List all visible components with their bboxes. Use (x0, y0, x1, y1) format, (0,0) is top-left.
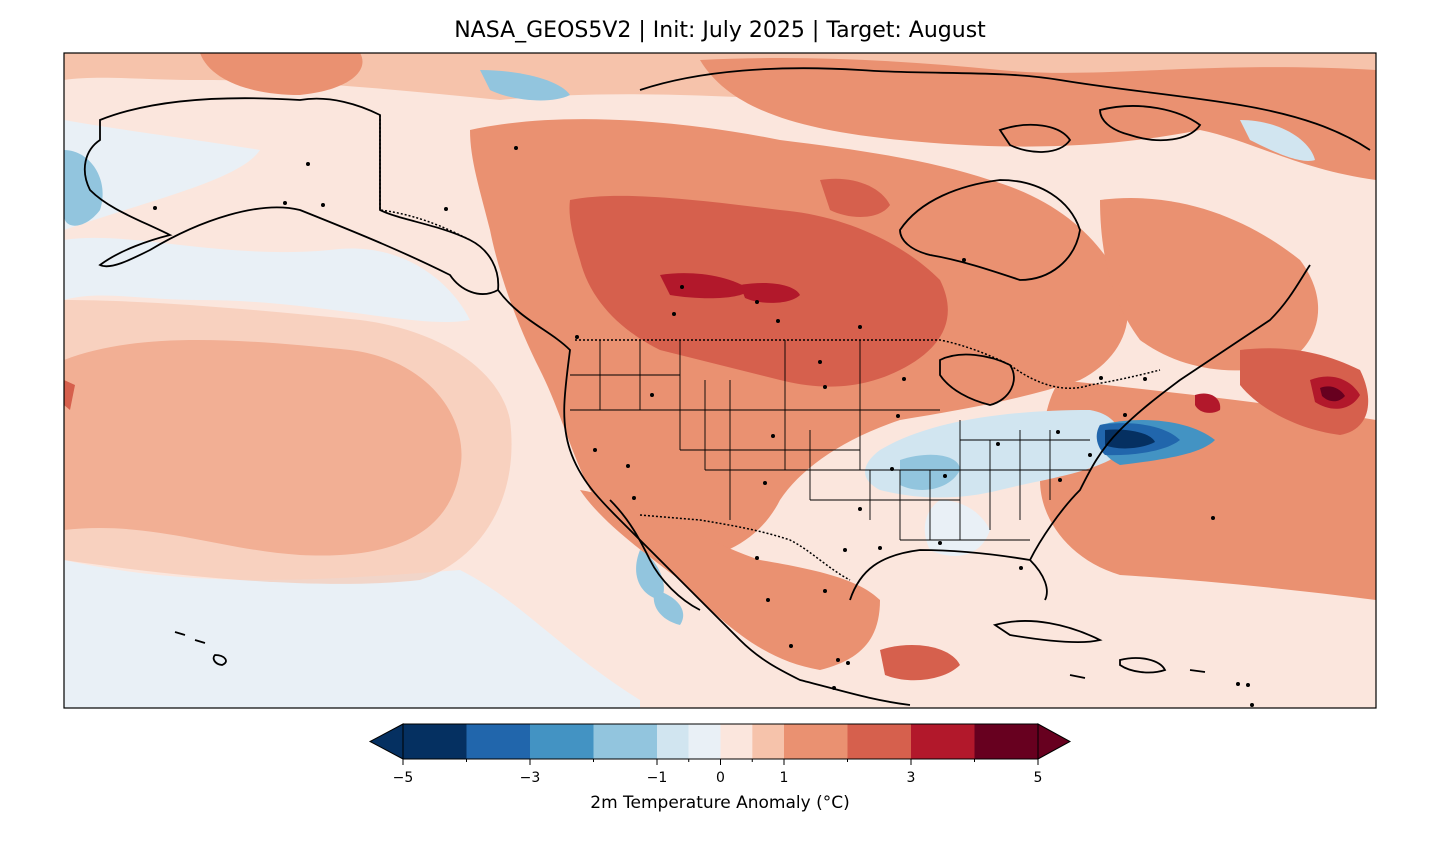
alaska-canada-border (379, 115, 471, 241)
colorbar (368, 723, 1072, 765)
alaska-coastline (83, 97, 500, 295)
colorbar-segment (657, 724, 689, 759)
colorbar-tick-label: 5 (1033, 770, 1043, 786)
hispaniola (1119, 657, 1167, 674)
colorbar-tick-label: −3 (519, 770, 541, 786)
colorbar-extend-min (368, 723, 404, 760)
colorbar-segment (752, 724, 784, 759)
colorbar-label: 2m Temperature Anomaly (°C) (590, 793, 850, 813)
colorbar-tick-label: −1 (646, 770, 668, 786)
colorbar-segment (847, 724, 911, 759)
pacific-cool-zone (64, 560, 640, 708)
map-frame (63, 52, 1377, 709)
coastlines (83, 67, 1371, 706)
colorbar-tick-label: 3 (906, 770, 916, 786)
colorbar-tick-label: 0 (716, 770, 725, 786)
colorbar-segment (466, 724, 530, 759)
cuba (992, 620, 1103, 643)
arctic-islands (639, 67, 1371, 151)
hudson-bay (899, 179, 1081, 281)
colorbar-segment (593, 724, 657, 759)
colorbar-tick-label: −5 (392, 770, 414, 786)
city-markers (153, 146, 1254, 707)
baja (609, 499, 701, 611)
hawaii (174, 631, 227, 666)
colorbar-segment (720, 724, 753, 759)
colorbar-segment (911, 724, 975, 759)
colorbar-extend-max (1037, 723, 1072, 760)
colorbar-tick-label: 1 (779, 770, 789, 786)
great-lakes (939, 353, 1015, 406)
na-west-coast (497, 289, 911, 706)
colorbar-segment (403, 724, 467, 759)
us-mexico-border (639, 514, 851, 581)
state-borders (570, 340, 1090, 541)
gulf-coast (849, 549, 1048, 601)
colorbar-segment (530, 724, 594, 759)
us-canada-border (575, 339, 1161, 389)
anomaly-field (64, 53, 1376, 708)
map-title: NASA_GEOS5V2 | Init: July 2025 | Target:… (454, 18, 986, 43)
national-borders (379, 115, 1161, 581)
east-coast (1029, 264, 1311, 561)
colorbar-segment (784, 724, 848, 759)
colorbar-segment (688, 724, 721, 759)
colorbar-segment (974, 724, 1038, 759)
